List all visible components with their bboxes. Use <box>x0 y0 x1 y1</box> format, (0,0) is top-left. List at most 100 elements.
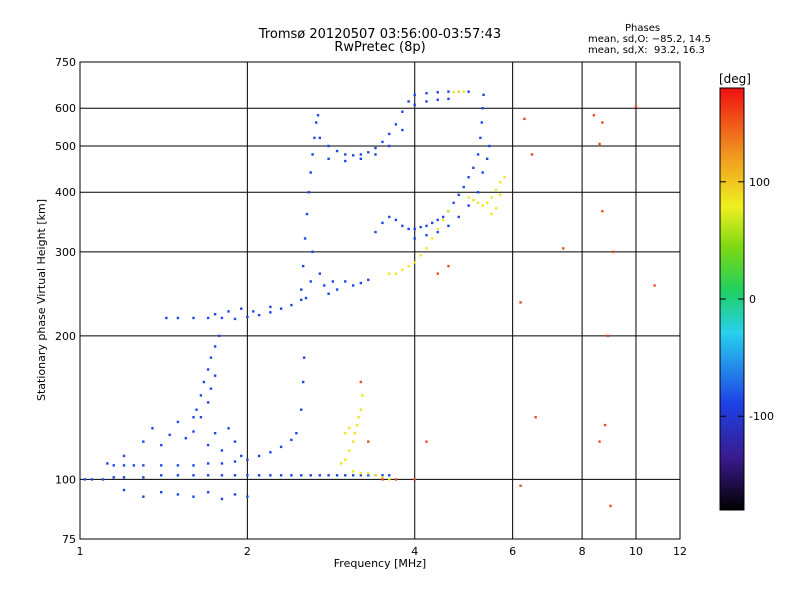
colorbar-label: [deg] <box>719 72 751 86</box>
y-tick-label: 100 <box>55 473 76 486</box>
data-point <box>220 316 224 320</box>
data-point <box>485 201 489 205</box>
data-point <box>359 472 363 475</box>
data-point <box>490 212 493 216</box>
data-point <box>430 237 434 240</box>
data-point <box>240 454 243 458</box>
data-point <box>388 272 391 275</box>
data-point <box>142 495 145 498</box>
data-point <box>122 454 126 458</box>
data-point <box>436 98 439 101</box>
data-point <box>388 132 391 136</box>
data-point <box>367 151 370 154</box>
data-point <box>481 107 484 110</box>
data-point <box>269 305 272 309</box>
data-point <box>367 472 370 475</box>
data-point <box>351 474 355 477</box>
data-point <box>425 440 428 443</box>
data-point <box>388 215 391 219</box>
data-point <box>457 215 460 219</box>
data-point <box>233 493 237 496</box>
data-point <box>367 474 370 477</box>
data-point <box>490 196 493 199</box>
data-point <box>441 218 445 222</box>
data-point <box>106 462 109 465</box>
data-point <box>122 464 126 467</box>
data-point <box>290 474 293 477</box>
data-point <box>218 334 221 338</box>
data-point <box>351 284 355 287</box>
data-point <box>413 227 416 231</box>
data-point <box>327 292 330 295</box>
data-point <box>436 272 439 275</box>
data-point <box>359 153 363 156</box>
data-point <box>452 201 455 205</box>
data-point <box>476 201 480 205</box>
data-point <box>318 474 322 477</box>
data-point <box>206 443 210 447</box>
x-tick-label: 10 <box>629 545 643 558</box>
data-point <box>479 136 482 140</box>
data-point <box>112 464 115 467</box>
data-point <box>601 121 604 124</box>
data-point <box>519 301 522 304</box>
data-point <box>318 272 322 275</box>
data-point <box>374 153 377 156</box>
y-axis-ticks: 75 100 200 300 400 500 600 750 <box>55 56 76 546</box>
data-point <box>609 504 612 508</box>
data-point <box>592 114 596 117</box>
data-point <box>367 278 370 282</box>
data-point <box>313 136 316 140</box>
data-point <box>209 356 213 359</box>
data-point <box>206 368 210 371</box>
data-point <box>606 334 610 338</box>
data-point <box>290 303 293 307</box>
data-point <box>351 154 355 157</box>
data-point <box>165 316 168 320</box>
data-point <box>447 224 450 228</box>
data-point <box>441 215 445 219</box>
data-point <box>413 237 416 240</box>
data-point <box>300 288 303 291</box>
data-point <box>430 221 434 225</box>
data-point <box>112 476 115 479</box>
data-point <box>303 237 307 240</box>
data-point <box>447 90 450 93</box>
data-point <box>213 374 217 377</box>
data-point <box>122 488 126 492</box>
data-point <box>160 464 163 467</box>
data-point <box>413 93 416 97</box>
data-point <box>481 204 484 207</box>
data-point <box>327 474 330 477</box>
data-point <box>168 433 171 437</box>
data-point <box>246 495 249 498</box>
phases-heading: Phases <box>625 23 661 34</box>
data-point <box>436 227 439 231</box>
colorbar-ticks: 100 0 -100 <box>720 176 774 423</box>
data-point <box>300 474 303 477</box>
data-point <box>467 196 470 199</box>
data-point <box>279 474 283 477</box>
data-point <box>359 281 363 285</box>
data-point <box>220 474 224 477</box>
data-point <box>381 476 384 479</box>
data-point <box>381 478 384 481</box>
data-point <box>240 307 243 310</box>
chart-subtitle: RwPretec (8p) <box>334 40 426 55</box>
data-point <box>494 188 498 191</box>
data-point <box>202 380 206 384</box>
data-point <box>381 474 384 477</box>
data-point <box>472 198 475 202</box>
data-point <box>184 437 188 440</box>
data-point <box>233 460 237 463</box>
data-point <box>335 474 339 477</box>
data-point <box>488 144 491 148</box>
data-point <box>598 440 601 443</box>
data-point <box>246 458 249 461</box>
data-point <box>327 157 330 161</box>
data-point <box>335 288 339 291</box>
data-point <box>367 440 370 443</box>
data-point <box>220 449 224 452</box>
data-point <box>304 296 308 300</box>
